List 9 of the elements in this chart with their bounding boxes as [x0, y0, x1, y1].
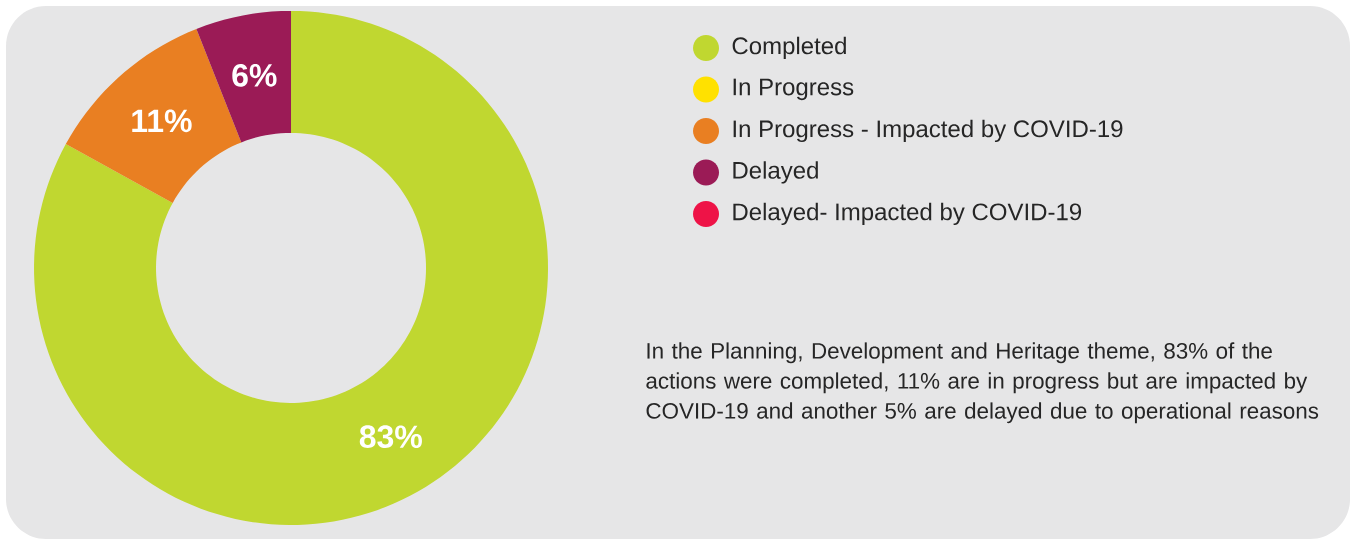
text: In the Planning, Development and Heritage theme, 83% of the actions were completed, 11% are in progress but are impacted by COVID-19 and another 5% are delayed due to operational reasons	[646, 342, 1319, 424]
legend-label: Delayed	[733, 161, 818, 184]
data-label: 83%	[359, 425, 422, 449]
legend-label: Delayed- Impacted by COVID-19	[733, 202, 1082, 226]
legend-label: Completed	[732, 36, 846, 60]
data-label: 11%	[132, 109, 192, 133]
legend-label: In Progress - Impacted by COVID-19	[733, 119, 1123, 143]
data-label: 6%	[232, 64, 277, 87]
legend-label: In Progress	[733, 78, 854, 101]
